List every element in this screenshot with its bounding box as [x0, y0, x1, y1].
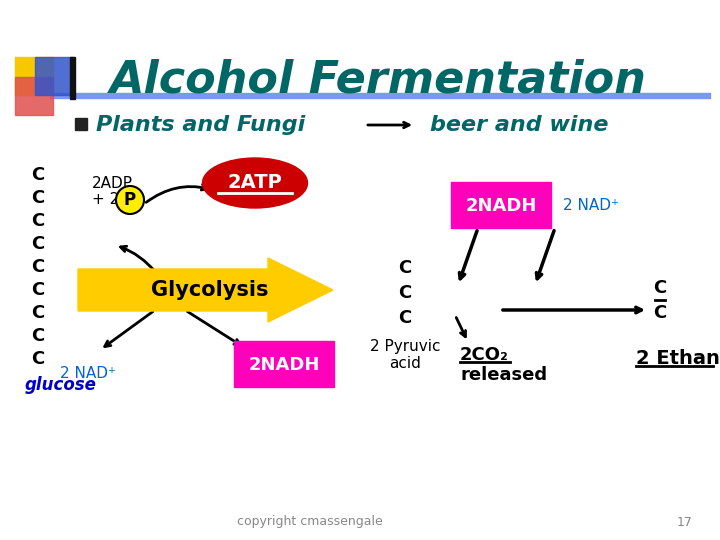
Text: C: C [32, 235, 45, 253]
Text: C: C [398, 259, 412, 277]
Bar [75, 118, 87, 130]
Text: released: released [460, 366, 547, 384]
Text: 2CO₂: 2CO₂ [460, 346, 509, 364]
Bar [70, 57, 75, 99]
Text: P: P [124, 191, 136, 209]
Circle shape [116, 186, 144, 214]
Text: Glycolysis: Glycolysis [151, 280, 269, 300]
Text: beer and wine: beer and wine [430, 115, 608, 135]
Text: C: C [653, 304, 667, 322]
Text: C: C [32, 258, 45, 276]
Text: C: C [653, 279, 667, 297]
Text: 2ADP: 2ADP [92, 176, 133, 191]
Text: C: C [32, 212, 45, 230]
Text: C: C [32, 304, 45, 322]
Text: + 2: + 2 [92, 192, 120, 207]
Bar [35, 57, 73, 95]
Text: 2 NAD⁺: 2 NAD⁺ [563, 199, 619, 213]
Text: glucose: glucose [25, 376, 97, 394]
Bar [15, 77, 53, 115]
Text: C: C [398, 309, 412, 327]
FancyBboxPatch shape [234, 341, 334, 387]
Text: C: C [32, 166, 45, 184]
FancyArrow shape [78, 258, 333, 322]
Text: C: C [32, 327, 45, 345]
Ellipse shape [202, 158, 307, 208]
Text: C: C [32, 281, 45, 299]
Text: 2 NAD⁺: 2 NAD⁺ [60, 366, 116, 381]
Text: copyright cmassengale: copyright cmassengale [237, 516, 383, 529]
Text: 2 Ethanol: 2 Ethanol [636, 348, 720, 368]
Text: 2ATP: 2ATP [228, 172, 282, 192]
Text: 2NADH: 2NADH [248, 356, 320, 374]
Text: 2 Pyruvic
acid: 2 Pyruvic acid [370, 339, 440, 371]
Text: C: C [32, 189, 45, 207]
Text: Alcohol Fermentation: Alcohol Fermentation [110, 58, 647, 102]
Text: C: C [32, 350, 45, 368]
Text: 17: 17 [677, 516, 693, 529]
Bar [15, 57, 53, 95]
Text: 2NADH: 2NADH [465, 197, 536, 215]
Text: Plants and Fungi: Plants and Fungi [96, 115, 305, 135]
FancyBboxPatch shape [451, 182, 551, 228]
Bar [50, 93, 710, 98]
Text: C: C [398, 284, 412, 302]
